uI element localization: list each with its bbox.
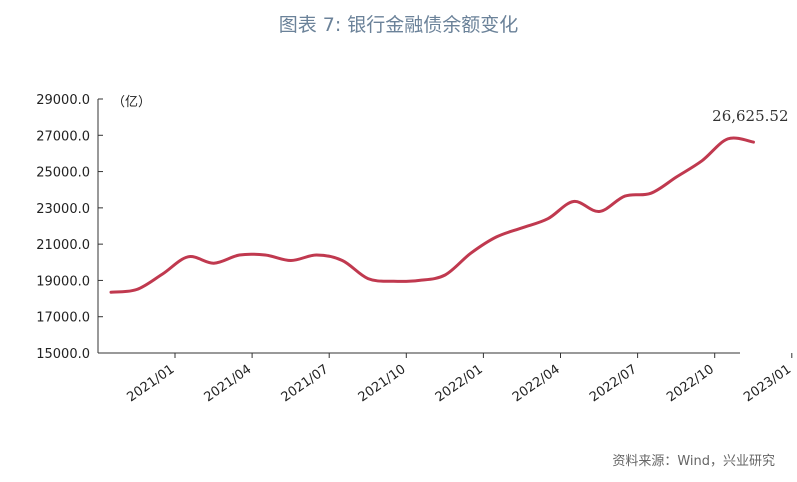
source-note: 资料来源：Wind，兴业研究 bbox=[612, 454, 775, 469]
x-tick-label: 2023/01 bbox=[741, 362, 794, 405]
y-axis-ticks: 15000.0 17000.0 19000.0 21000.0 23000.0 25000… bbox=[36, 93, 103, 362]
y-tick-label: 27000.0 bbox=[36, 129, 90, 144]
chart-axes bbox=[97, 99, 740, 354]
y-tick-label: 25000.0 bbox=[36, 166, 90, 181]
chart-title: 图表 7: 银行金融债余额变化 bbox=[278, 14, 519, 36]
last-value-annotation: 26,625.52 bbox=[712, 107, 788, 125]
x-tick-label: 2022/07 bbox=[587, 362, 640, 405]
y-tick-label: 17000.0 bbox=[36, 311, 90, 326]
x-tick-label: 2021/04 bbox=[202, 362, 255, 405]
x-tick-label: 2021/01 bbox=[124, 362, 177, 405]
y-tick-label: 19000.0 bbox=[36, 274, 90, 289]
y-tick-label: 21000.0 bbox=[36, 238, 90, 253]
x-axis-ticks: 2021/01 2021/04 2021/07 2021/10 2022/01 2022/… bbox=[124, 353, 794, 405]
y-axis-unit-label: （亿） bbox=[112, 95, 151, 110]
y-tick-label: 15000.0 bbox=[36, 347, 90, 362]
x-tick-label: 2022/10 bbox=[664, 362, 717, 405]
series-layer bbox=[109, 136, 755, 294]
y-tick-label: 29000.0 bbox=[36, 93, 90, 108]
x-tick-label: 2022/01 bbox=[433, 362, 486, 405]
y-tick-label: 23000.0 bbox=[36, 202, 90, 217]
series-line bbox=[109, 136, 755, 294]
x-tick-label: 2021/07 bbox=[279, 362, 332, 405]
x-tick-label: 2021/10 bbox=[356, 362, 409, 405]
x-tick-label: 2022/04 bbox=[510, 362, 563, 405]
